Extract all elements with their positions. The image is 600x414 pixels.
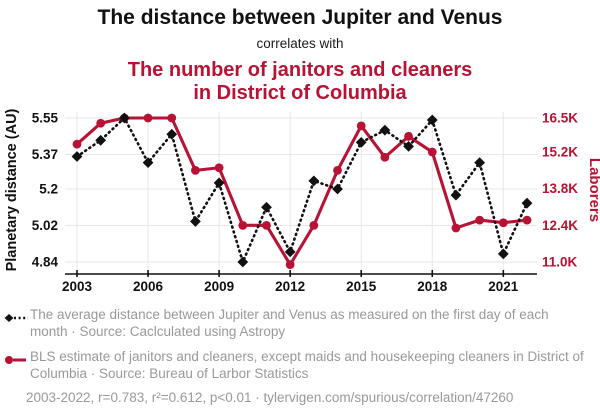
gridlines	[65, 112, 537, 274]
right-tick-label: 15.2K	[542, 145, 578, 160]
right-tick-label: 12.4K	[542, 218, 578, 233]
series-janitors-cleaners-dc	[72, 113, 532, 270]
legend: The average distance between Jupiter and…	[0, 298, 600, 406]
left-tick-label: 4.84	[32, 255, 59, 270]
black-diamond-dotted-marker-icon	[4, 306, 30, 328]
x-tick-label: 2006	[133, 279, 164, 294]
x-tick-label: 2021	[488, 279, 519, 294]
correlates-with-label: correlates with	[256, 36, 344, 51]
secondary-title-line2: in District of Columbia	[193, 82, 407, 104]
correlation-chart: 2003 2006 2009 2012 2015 2018 20215.555.375.25…	[4, 108, 600, 294]
right-axis-title: Laborers	[586, 158, 600, 222]
right-tick-label: 11.0K	[542, 255, 578, 270]
x-tick-label: 2015	[346, 279, 377, 294]
left-tick-label: 5.02	[32, 218, 58, 233]
secondary-title: The number of janitors and cleaners in D…	[0, 59, 600, 105]
page-title: The distance between Jupiter and Venus	[97, 6, 503, 29]
left-tick-label: 5.37	[32, 147, 58, 162]
legend-item-laborers-text: BLS estimate of janitors and cleaners, e…	[30, 349, 584, 381]
right-tick-label: 13.8K	[542, 181, 578, 196]
legend-item-distance: The average distance between Jupiter and…	[0, 306, 600, 340]
stats-footnote: 2003-2022, r=0.783, r²=0.612, p<0.01 · t…	[26, 390, 514, 405]
right-axis-ticks: 16.5K 15.2K 13.8K 12.4K 11.0K	[542, 111, 578, 270]
chart-area: 2003 2006 2009 2012 2015 2018 2021 5.55 5.37 5.2 5…	[0, 100, 600, 296]
x-tick-label: 2018	[417, 279, 448, 294]
chart-header: The distance between Jupiter and Venus c…	[0, 0, 600, 105]
red-circle-solid-marker-icon	[4, 348, 30, 370]
x-axis: 2003 2006 2009 2012 2015 2018 2021	[62, 270, 537, 294]
left-tick-label: 5.55	[32, 111, 59, 126]
left-axis-title: Planetary distance (AU)	[4, 108, 20, 271]
x-tick-label: 2012	[275, 279, 305, 294]
x-tick-label: 2009	[204, 279, 234, 294]
legend-item-laborers: BLS estimate of janitors and cleaners, e…	[0, 348, 600, 382]
legend-item-distance-text: The average distance between Jupiter and…	[30, 307, 549, 339]
secondary-title-line1: The number of janitors and cleaners	[127, 59, 473, 81]
left-tick-label: 5.2	[39, 181, 58, 196]
left-axis-ticks: 5.55 5.37 5.2 5.02 4.84	[32, 111, 59, 270]
x-tick-label: 2003	[62, 279, 93, 294]
right-tick-label: 16.5K	[542, 111, 578, 126]
